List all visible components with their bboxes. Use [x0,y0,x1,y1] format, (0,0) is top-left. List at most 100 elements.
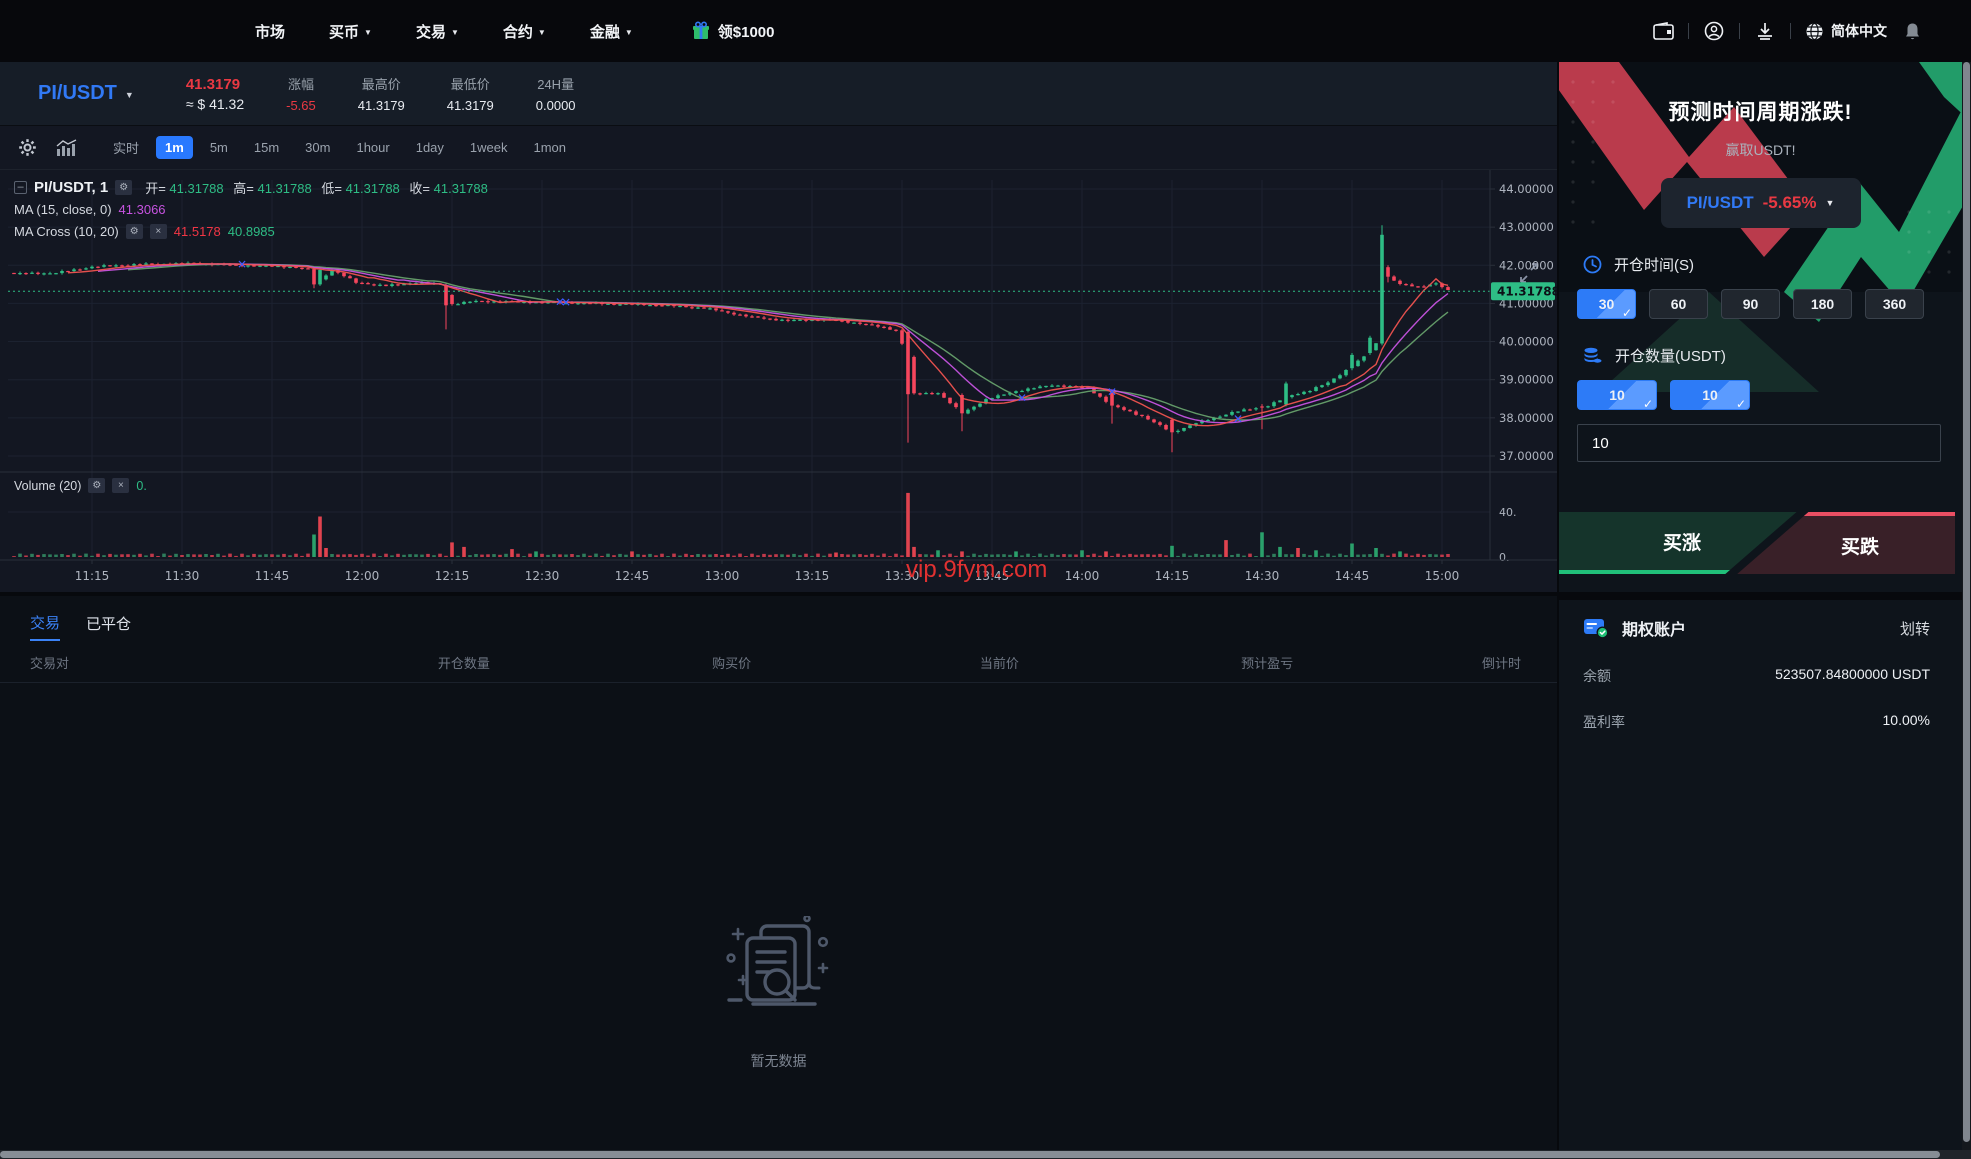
gear-icon[interactable]: ⚙ [88,478,106,493]
nav-item-finance[interactable]: 金融 ▼ [590,21,633,42]
close-icon[interactable]: × [149,223,167,239]
nav-label: 市场 [255,23,286,41]
interval-30m[interactable]: 30m [305,140,331,155]
svg-text:12:15: 12:15 [435,569,470,583]
amount-preset-10-1[interactable]: 10 ✓ [1670,380,1750,411]
svg-text:✕: ✕ [1017,391,1027,405]
gear-icon[interactable]: ⚙ [115,179,133,195]
buy-down-button[interactable]: 买跌 [1737,512,1955,574]
pair-change-selector[interactable]: PI/USDT -5.65% ▼ [1660,178,1861,228]
svg-text:13:45: 13:45 [975,569,1010,583]
tab-closed-trades[interactable]: 已平仓 [86,616,132,633]
col-countdown: 倒计时 [1481,656,1521,671]
svg-text:12:45: 12:45 [615,569,650,583]
volume-value: 0. [136,478,147,493]
nav-item-buy-coin[interactable]: 买币 ▼ [329,21,372,42]
nav-item-market[interactable]: 市场 [255,21,285,42]
vertical-scrollbar[interactable] [1962,62,1971,1159]
download-icon[interactable] [1754,20,1776,42]
svg-text:39.00000: 39.00000 [1499,373,1554,387]
interval-1m[interactable]: 1m [156,136,193,159]
duration-option-360-4[interactable]: 360 [1865,289,1924,319]
pair-selector[interactable]: PI/USDT ▼ [38,82,134,105]
svg-text:✕: ✕ [561,295,571,309]
indicator-icon[interactable] [54,135,80,161]
widget-title: 预测时间周期涨跌! [1668,101,1853,124]
close-icon[interactable]: × [112,478,130,493]
volume-label: Volume (20) [14,478,82,493]
chart-canvas[interactable]: 44.0000043.0000042.0000041.0000040.00000… [0,170,1560,592]
top-nav: 市场 买币 ▼ 交易 ▼ 合约 ▼ 金融 ▼ 领$1000 [0,0,1971,62]
duration-option-60-1[interactable]: 60 [1649,289,1708,319]
interval-1week[interactable]: 1week [469,140,508,155]
svg-text:44.00000: 44.00000 [1499,182,1554,196]
transfer-link[interactable]: 划转 [1899,620,1930,638]
no-data-icon [725,914,828,1006]
chevron-down-icon: ▼ [624,27,633,37]
svg-text:40.00000: 40.00000 [1499,335,1554,349]
amount-input[interactable] [1577,424,1941,462]
trade-widget: 预测时间周期涨跌! 赢取USDT! PI/USDT -5.65% ▼ 开仓时间(… [1559,62,1962,592]
account-panel: 期权账户 划转 余额 523507.84800000 USDT 盈利率 10.0… [1559,600,1962,1159]
positions-tabs: 交易 已平仓 [0,596,1557,641]
language-selector[interactable]: 简体中文 [1805,21,1887,41]
candlestick-chart[interactable]: 44.00000 43.00000 42.00000 41.00000 40.00000… [0,170,1560,592]
buy-up-button[interactable]: 买涨 [1559,512,1797,574]
interval-5m[interactable]: 5m [209,140,228,155]
svg-text:13:15: 13:15 [795,569,830,583]
tab-open-trades[interactable]: 交易 [30,612,61,641]
clock-icon [1583,255,1602,274]
interval-1day[interactable]: 1day [415,140,444,155]
ma-cross-slow-value: 40.8985 [227,223,275,239]
interval-15m[interactable]: 15m [253,140,280,155]
svg-text:41.31788: 41.31788 [1497,284,1557,298]
chevron-down-icon: ▼ [450,27,459,37]
claim-bonus-button[interactable]: 领$1000 [691,21,775,42]
collapse-icon[interactable]: – [14,180,27,194]
promo-label: 领$1000 [717,23,775,41]
svg-text:0.: 0. [1499,551,1510,564]
interval-1hour[interactable]: 1hour [356,140,390,155]
right-column: 预测时间周期涨跌! 赢取USDT! PI/USDT -5.65% ▼ 开仓时间(… [1559,62,1962,1159]
duration-option-30-0[interactable]: 30 ✓ [1577,289,1636,320]
separator [1739,23,1740,39]
interval-实时[interactable]: 实时 [113,141,140,156]
svg-text:12:00: 12:00 [345,569,380,583]
bell-icon[interactable] [1901,20,1923,42]
wallet-icon[interactable] [1652,20,1674,42]
stat-label: 涨幅 [287,77,314,92]
duration-option-90-2[interactable]: 90 [1721,289,1780,319]
stat-label: 24H量 [537,77,575,92]
nav-label: 交易 [415,23,446,41]
horizontal-scrollbar[interactable] [0,1150,1971,1159]
nav-right: 简体中文 [1652,0,1923,62]
col-buy-price: 购买价 [712,656,752,671]
svg-text:38.00000: 38.00000 [1499,411,1554,425]
profit-rate-value: 10.00% [1882,712,1930,728]
price-approx: ≈ $ 41.32 [185,95,245,112]
svg-text:11:15: 11:15 [75,569,110,583]
scrollbar-thumb[interactable] [0,1151,1940,1158]
scrollbar-thumb[interactable] [1963,62,1970,1142]
duration-option-180-3[interactable]: 180 [1793,289,1852,319]
fullscreen-icon[interactable] [1519,262,1539,289]
ma-cross-fast-value: 41.5178 [173,223,221,239]
gear-icon[interactable]: ⚙ [125,223,143,239]
options-account-icon [1584,619,1609,639]
user-icon[interactable] [1703,20,1725,42]
table-header-row: 交易对 开仓数量 购买价 当前价 预计盈亏 倒计时 [0,653,1557,683]
stat-change: 涨幅 -5.65 [286,74,316,113]
nav-item-contract[interactable]: 合约 ▼ [503,21,546,42]
coins-icon [1584,347,1602,363]
nav-item-trade[interactable]: 交易 ▼ [416,21,459,42]
gear-icon[interactable] [14,135,40,161]
duration-options: 30 ✓ 60 90 180 360 [1577,289,1962,320]
ma15-label: MA (15, close, 0) [14,201,112,217]
svg-text:13:30: 13:30 [885,569,920,583]
chart-legend: – PI/USDT, 1 ⚙ 开= 41.31788 高= 41.31788 低… [14,176,488,242]
legend-ohlc: 开= 41.31788 高= 41.31788 低= 41.31788 收= 4… [145,180,488,196]
amount-preset-10-0[interactable]: 10 ✓ [1577,380,1657,411]
interval-1mon[interactable]: 1mon [533,140,567,155]
col-pair: 交易对 [30,656,70,671]
svg-text:42.00000: 42.00000 [1499,258,1554,272]
